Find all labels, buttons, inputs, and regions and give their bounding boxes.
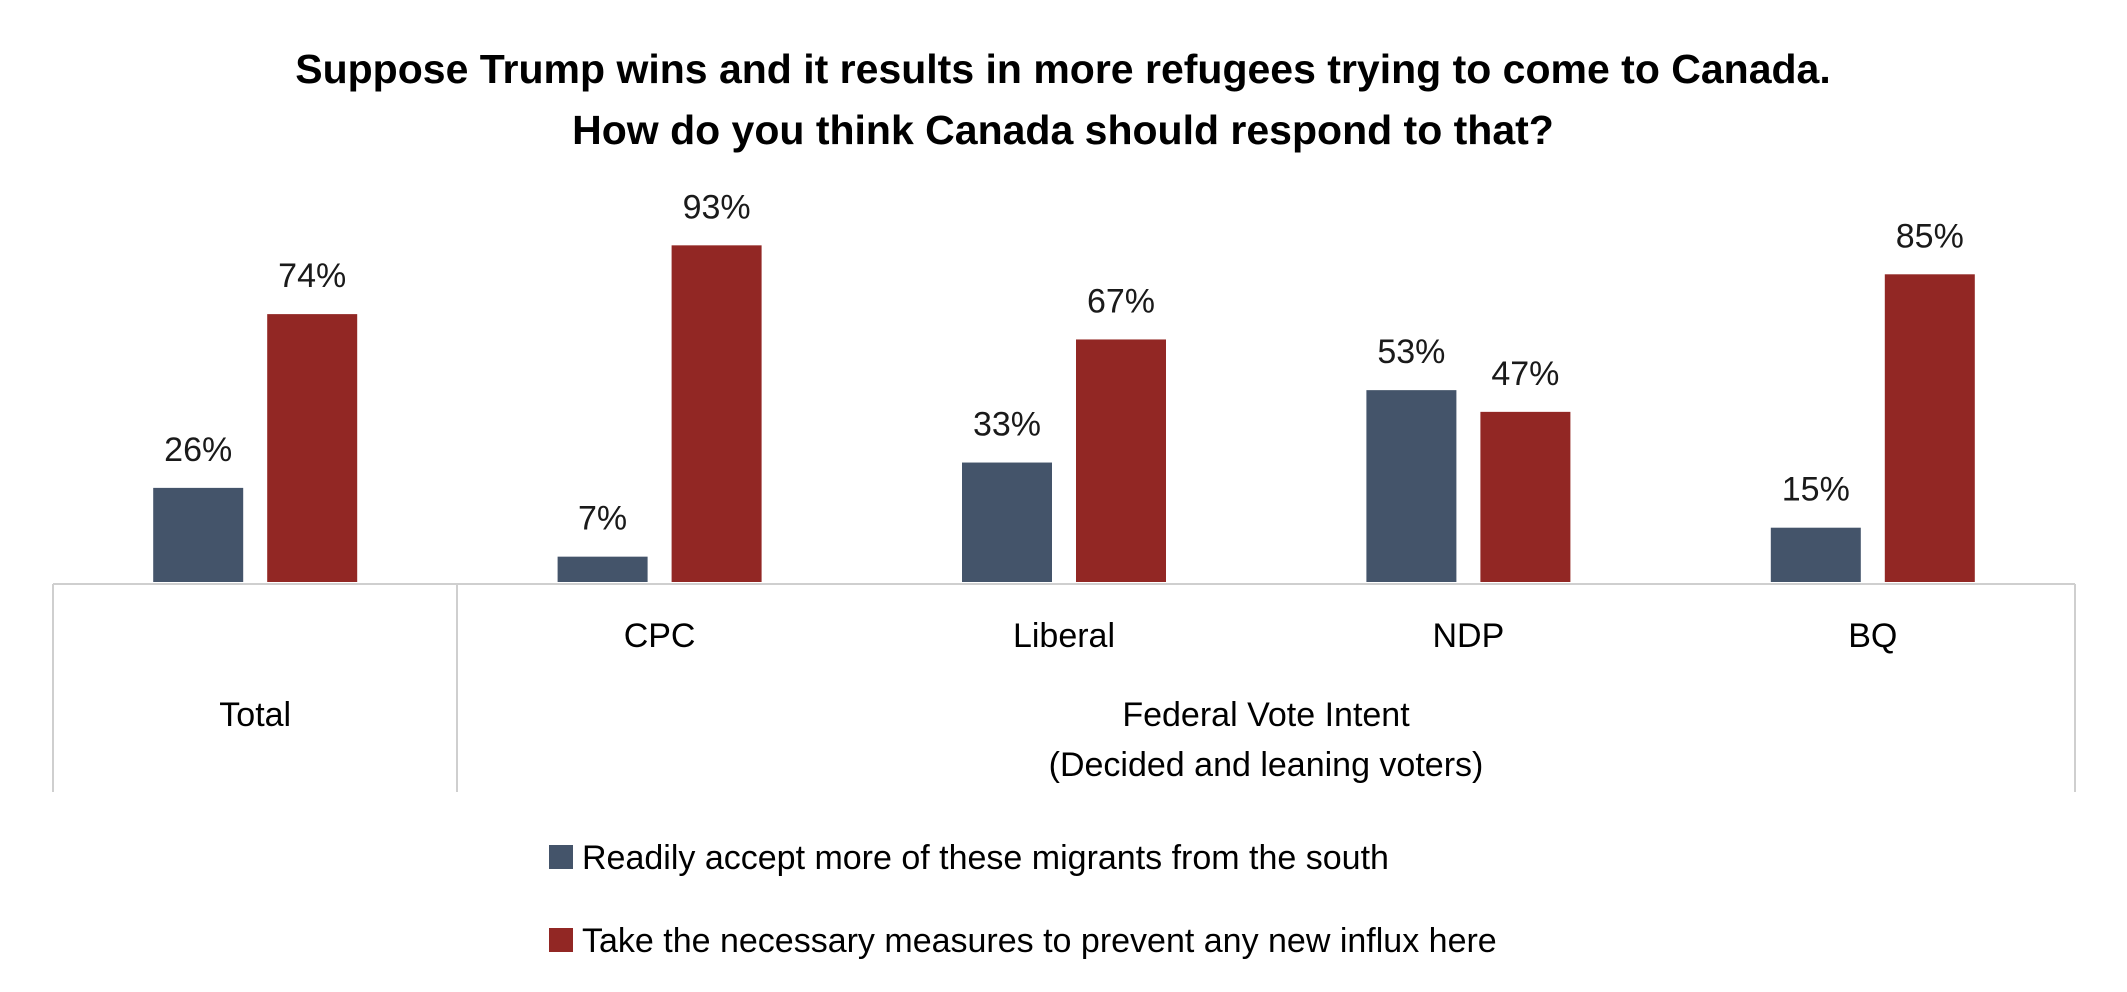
value-label-cpc-series-2: 93%: [683, 188, 751, 226]
bar-bq-series-2: [1884, 274, 1975, 582]
value-label-cpc-series-1: 7%: [578, 500, 627, 538]
bar-liberal-series-2: [1076, 339, 1166, 582]
bar-cpc-series-2: [671, 245, 762, 582]
bar-ndp-series-2: [1480, 411, 1571, 582]
bar-bq-series-1: [1770, 527, 1861, 582]
bar-total-series-1: [153, 487, 244, 582]
category-axis: [52, 583, 2076, 792]
bar-total-series-2: [267, 314, 358, 582]
legend-label-series-1: Readily accept more of these migrants fr…: [582, 839, 1389, 877]
value-label-bq-series-1: 15%: [1782, 471, 1850, 509]
value-label-ndp-series-2: 47%: [1491, 355, 1559, 393]
bar-liberal-series-1: [962, 462, 1052, 582]
value-label-bq-series-2: 85%: [1896, 217, 1964, 255]
chart-title: Suppose Trump wins and it results in mor…: [295, 46, 1831, 153]
category-label-bq: BQ: [1848, 617, 1897, 655]
bar-cpc-series-1: [557, 556, 648, 582]
value-label-total-series-2: 74%: [278, 257, 346, 295]
legend-label-series-2: Take the necessary measures to prevent a…: [582, 922, 1497, 960]
chart-title-line-1: Suppose Trump wins and it results in mor…: [295, 46, 1831, 92]
legend-swatch-series-1: [549, 845, 573, 869]
value-label-total-series-1: 26%: [164, 431, 232, 469]
category-label-liberal: Liberal: [1013, 617, 1115, 655]
category-label-total: Total: [219, 696, 291, 734]
group-label: Federal Vote Intent (Decided and leaning…: [1049, 696, 1484, 784]
value-label-liberal-series-1: 33%: [973, 406, 1041, 444]
value-label-ndp-series-1: 53%: [1377, 333, 1445, 371]
category-labels-layer: Total CPC Liberal NDP BQ: [219, 617, 1897, 734]
bars-layer: [153, 245, 1975, 582]
category-label-cpc: CPC: [624, 617, 696, 655]
bar-ndp-series-1: [1366, 390, 1457, 582]
chart-title-line-2: How do you think Canada should respond t…: [572, 107, 1554, 153]
value-labels-layer: 26% 74% 7% 93% 33% 67% 53% 47% 15% 85%: [164, 188, 1964, 537]
group-label-line-1: Federal Vote Intent: [1122, 696, 1410, 734]
value-label-liberal-series-2: 67%: [1087, 282, 1155, 320]
legend: Readily accept more of these migrants fr…: [549, 839, 1497, 960]
group-label-line-2: (Decided and leaning voters): [1049, 746, 1484, 784]
legend-swatch-series-2: [549, 928, 573, 952]
category-label-ndp: NDP: [1433, 617, 1505, 655]
